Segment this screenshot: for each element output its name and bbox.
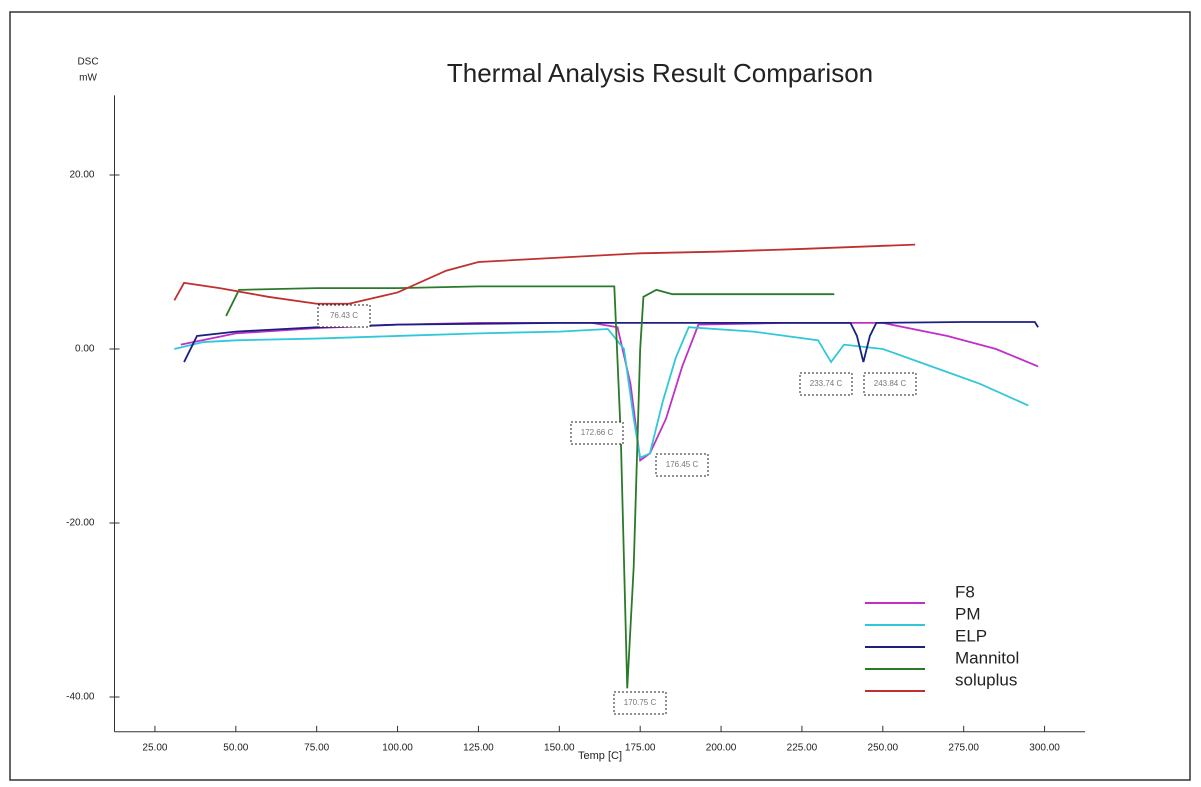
x-tick-label: 50.00 bbox=[223, 742, 248, 753]
x-tick-label: 200.00 bbox=[706, 742, 737, 753]
annotation-box bbox=[863, 372, 917, 396]
annotation-box bbox=[613, 691, 667, 715]
annotation: 176.45 C bbox=[666, 460, 699, 469]
annotation: 76.43 C bbox=[330, 311, 358, 320]
legend-label: soluplus bbox=[955, 670, 1017, 689]
y-tick-label: -40.00 bbox=[66, 692, 95, 703]
x-axis-label: Temp [C] bbox=[578, 750, 622, 762]
x-tick-label: 300.00 bbox=[1029, 742, 1060, 753]
x-tick-label: 125.00 bbox=[463, 742, 494, 753]
x-tick-label: 250.00 bbox=[868, 742, 899, 753]
annotation: 170.75 C bbox=[624, 698, 657, 707]
chart-title: Thermal Analysis Result Comparison bbox=[447, 58, 873, 88]
annotation: 243.84 C bbox=[874, 379, 907, 388]
legend-label: F8 bbox=[955, 582, 975, 601]
annotation-box bbox=[317, 304, 371, 328]
legend-label: PM bbox=[955, 604, 981, 623]
y-axis-label: DSC bbox=[77, 57, 98, 68]
frame bbox=[9, 11, 1191, 781]
x-tick-label: 275.00 bbox=[948, 742, 979, 753]
y-tick-label: 0.00 bbox=[75, 344, 95, 355]
annotation: 233.74 C bbox=[810, 379, 843, 388]
x-tick-label: 25.00 bbox=[142, 742, 167, 753]
y-axis-label: mW bbox=[79, 73, 97, 84]
series-line bbox=[174, 326, 1029, 460]
x-tick-label: 150.00 bbox=[544, 742, 575, 753]
legend-label: ELP bbox=[955, 626, 987, 645]
y-tick-label: 20.00 bbox=[69, 170, 94, 181]
x-tick-label: 75.00 bbox=[304, 742, 329, 753]
x-tick-label: 225.00 bbox=[787, 742, 818, 753]
y-tick-label: -20.00 bbox=[66, 518, 95, 529]
annotation-box bbox=[570, 421, 624, 445]
series-line bbox=[225, 285, 835, 689]
series-line bbox=[183, 321, 1039, 363]
legend-label: Mannitol bbox=[955, 648, 1019, 667]
annotation-box bbox=[799, 372, 853, 396]
series-line bbox=[173, 243, 916, 305]
annotation: 172.66 C bbox=[581, 428, 614, 437]
annotation-box bbox=[655, 453, 709, 477]
x-tick-label: 100.00 bbox=[382, 742, 413, 753]
x-tick-label: 175.00 bbox=[625, 742, 656, 753]
